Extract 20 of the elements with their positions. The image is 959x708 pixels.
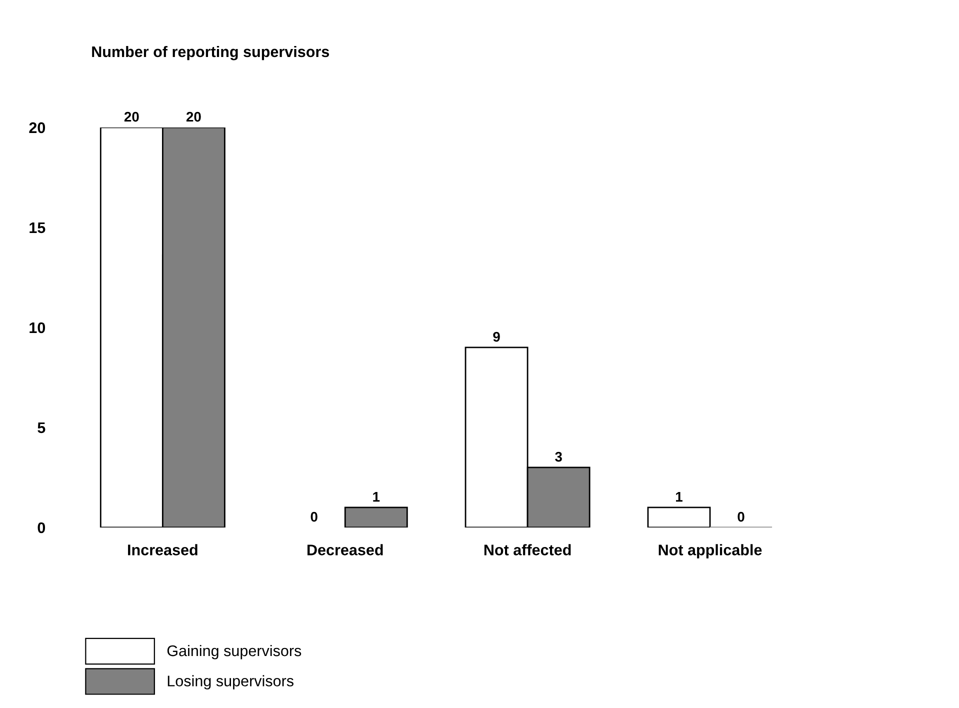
data-label: 9 — [493, 332, 500, 342]
x-tick-label: Not affected — [484, 544, 571, 556]
legend-label: Losing supervisors — [168, 675, 294, 690]
data-label: 1 — [373, 492, 380, 502]
x-tick-label: Increased — [128, 544, 198, 556]
data-label: 0 — [738, 512, 744, 522]
data-label: 20 — [124, 112, 139, 122]
x-tick-label: Not applicable — [658, 544, 762, 558]
y-axis-title: Number of reporting supervisors — [92, 46, 330, 60]
y-tick-label: 10 — [30, 322, 46, 334]
data-label: 1 — [676, 492, 682, 502]
y-tick-label: 20 — [29, 122, 46, 134]
data-label: 3 — [555, 452, 562, 462]
y-tick-label: 5 — [38, 422, 46, 434]
data-label: 20 — [186, 112, 201, 122]
legend-label: Gaining supervisors — [167, 644, 302, 660]
y-tick-label: 0 — [38, 522, 46, 534]
data-label: 0 — [310, 512, 318, 522]
x-tick-label: Decreased — [308, 544, 383, 556]
y-tick-label: 15 — [30, 222, 46, 234]
